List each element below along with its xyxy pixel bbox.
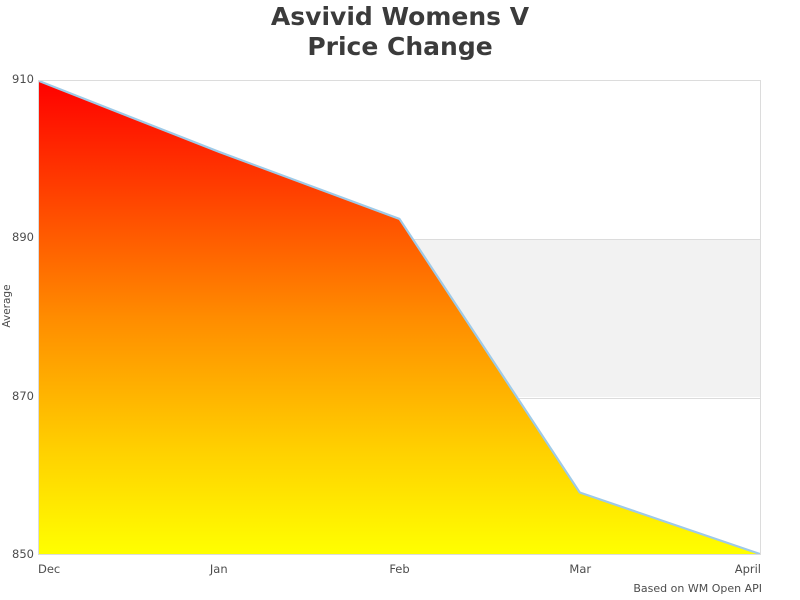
- y-axis-tick-label: 850: [12, 547, 34, 561]
- y-axis-title: Average: [1, 284, 13, 328]
- y-axis-tick-labels: 910 890 870 850: [0, 0, 34, 600]
- x-axis-tick-label-mar: Mar: [569, 562, 592, 576]
- series-line: [39, 81, 760, 554]
- plot-area: [38, 80, 761, 555]
- footer-attribution: Based on WM Open API: [633, 582, 762, 595]
- area-series: [39, 81, 760, 554]
- y-axis-tick-label: 870: [12, 388, 34, 403]
- x-axis-tick-label-jan: Jan: [209, 562, 228, 576]
- x-axis-tick-label-april: April: [734, 562, 761, 576]
- area-fill: [39, 81, 760, 554]
- chart-title: Asvivid Womens V Price Change: [270, 2, 530, 61]
- y-axis-tick-label: 910: [12, 72, 34, 86]
- x-axis-tick-label-dec: Dec: [38, 562, 61, 576]
- x-axis-tick-label-feb: Feb: [389, 562, 410, 576]
- y-axis-tick-label: 890: [12, 230, 34, 245]
